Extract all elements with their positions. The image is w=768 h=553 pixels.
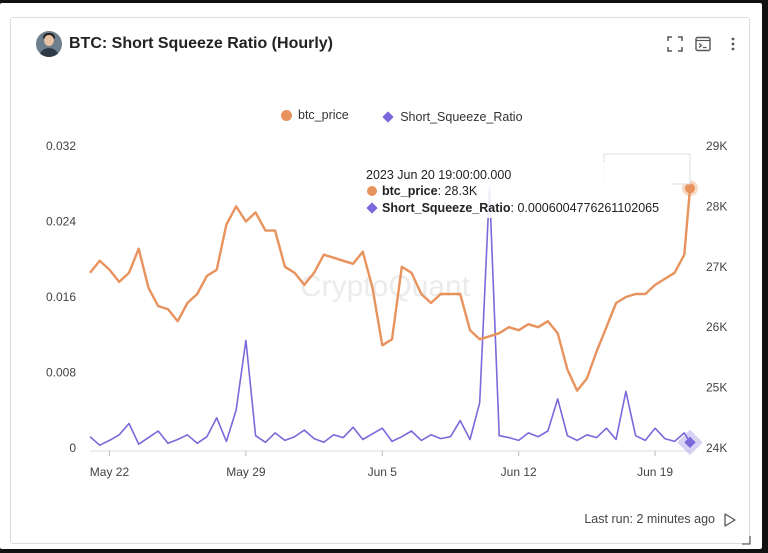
chart-title: BTC: Short Squeeze Ratio (Hourly) [69, 35, 334, 52]
x-tick-label: May 22 [90, 465, 130, 479]
y-left-tick-label: 0.024 [46, 215, 76, 229]
series-line-short-squeeze-ratio [89, 186, 691, 447]
page-background: BTC: Short Squeeze Ratio (Hourly) btc_pr… [0, 3, 762, 549]
tooltip-marker-short-squeeze-ratio [366, 202, 378, 214]
y-left-tick-label: 0 [69, 441, 76, 455]
series-line-btc-price [89, 188, 692, 392]
tooltip-row-text: btc_price: 28.3K [382, 184, 478, 198]
legend-label-btc-price: btc_price [298, 108, 349, 122]
tooltip-row-text: Short_Squeeze_Ratio: 0.00060047762611020… [382, 201, 659, 215]
legend-item-btc-price[interactable]: btc_price [281, 108, 349, 122]
expand-icon[interactable] [667, 36, 683, 52]
resize-handle-icon[interactable] [741, 535, 751, 545]
legend-marker-btc-price [281, 109, 292, 121]
legend-label-short-squeeze-ratio: Short_Squeeze_Ratio [400, 109, 523, 124]
hover-marker-short-squeeze-ratio [684, 436, 696, 448]
hover-marker-btc-price [685, 183, 695, 194]
y-right-tick-label: 24K [706, 441, 727, 455]
watermark-text: CryptoQuant [300, 270, 471, 303]
y-left-tick-label: 0.008 [46, 366, 76, 380]
tooltip-box [362, 162, 672, 218]
y-left-tick-label: 0.032 [46, 139, 76, 153]
y-left-tick-label: 0.016 [46, 290, 76, 304]
chart-legend: btc_price Short_Squeeze_Ratio [281, 108, 553, 126]
author-avatar[interactable] [36, 31, 62, 57]
tooltip-date: 2023 Jun 20 19:00:00.000 [366, 168, 511, 182]
tooltip-marker-btc-price [367, 186, 377, 196]
y-right-tick-label: 25K [706, 381, 727, 395]
y-right-tick-label: 27K [706, 260, 727, 274]
console-icon[interactable] [695, 36, 711, 52]
x-tick-label: Jun 5 [368, 465, 398, 479]
more-vertical-icon[interactable] [725, 36, 741, 52]
x-tick-label: Jun 12 [501, 465, 537, 479]
y-right-tick-label: 29K [706, 139, 727, 153]
play-icon[interactable] [723, 512, 737, 528]
y-right-tick-label: 26K [706, 320, 727, 334]
y-right-tick-label: 28K [706, 199, 727, 213]
last-run-text: Last run: 2 minutes ago [584, 512, 715, 526]
legend-item-short-squeeze-ratio[interactable]: Short_Squeeze_Ratio [382, 109, 523, 124]
chart-card: BTC: Short Squeeze Ratio (Hourly) btc_pr… [10, 17, 751, 545]
x-tick-label: Jun 19 [637, 465, 673, 479]
x-tick-label: May 29 [226, 465, 266, 479]
